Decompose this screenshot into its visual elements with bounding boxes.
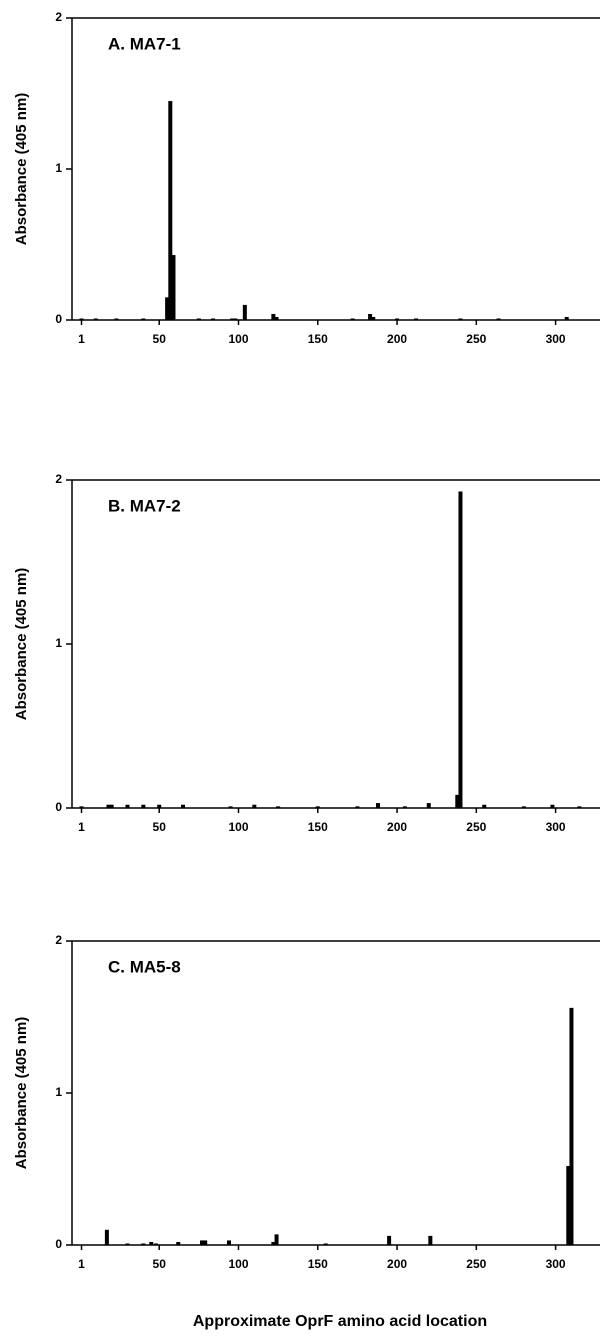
x-tick-label: 250: [466, 1257, 486, 1271]
bar: [323, 1243, 328, 1245]
x-tick-label: 300: [546, 820, 566, 834]
bar: [171, 255, 176, 320]
x-tick-label: 1: [78, 1257, 85, 1271]
y-axis-label: Absorbance (405 nm): [13, 1017, 30, 1170]
x-tick-label: 200: [387, 1257, 407, 1271]
bar: [176, 1241, 181, 1245]
bar: [149, 1241, 154, 1245]
bar: [371, 316, 376, 320]
bar: [564, 316, 569, 320]
bar: [79, 806, 84, 808]
bar: [93, 318, 98, 320]
bar: [228, 806, 233, 808]
x-tick-label: 100: [228, 1257, 248, 1271]
bar: [458, 318, 463, 320]
bar: [180, 804, 185, 808]
bar: [154, 1243, 159, 1245]
x-tick-label: 50: [153, 820, 167, 834]
x-tick-label: 250: [466, 820, 486, 834]
bar: [387, 1235, 392, 1245]
x-tick-label: 300: [546, 1257, 566, 1271]
bar: [482, 804, 487, 808]
bar: [252, 804, 257, 808]
y-tick-label: 2: [55, 472, 62, 486]
bar: [114, 318, 119, 320]
bar: [196, 318, 201, 320]
x-tick-label: 300: [546, 332, 566, 346]
y-tick-label: 1: [55, 636, 62, 650]
bar: [157, 804, 162, 808]
panel-title: B. MA7-2: [108, 496, 181, 515]
x-axis-label: Approximate OprF amino acid location: [193, 1313, 487, 1330]
x-tick-label: 250: [466, 332, 486, 346]
x-tick-label: 1: [78, 332, 85, 346]
bar: [125, 1243, 130, 1245]
y-tick-label: 2: [55, 10, 62, 24]
y-tick-label: 1: [55, 161, 62, 175]
bar: [109, 804, 114, 808]
x-tick-label: 150: [308, 1257, 328, 1271]
bar: [242, 304, 247, 320]
bar: [200, 1240, 205, 1245]
bar: [368, 313, 373, 320]
x-tick-label: 150: [308, 820, 328, 834]
bar: [569, 1007, 574, 1245]
bar: [274, 316, 279, 320]
bar: [355, 806, 360, 808]
bar: [104, 1229, 109, 1245]
bar: [233, 318, 238, 320]
bar: [203, 1240, 208, 1245]
bar: [577, 806, 582, 808]
bar: [226, 1240, 231, 1245]
y-tick-label: 2: [55, 933, 62, 947]
x-tick-label: 100: [228, 820, 248, 834]
bar: [230, 318, 235, 320]
bar: [350, 318, 355, 320]
bar: [455, 794, 460, 808]
bar: [125, 804, 130, 808]
x-tick-label: 200: [387, 820, 407, 834]
bar: [566, 1165, 571, 1245]
x-tick-label: 100: [228, 332, 248, 346]
bar: [428, 1235, 433, 1245]
bar: [271, 313, 276, 320]
bar: [165, 297, 170, 320]
bar: [376, 803, 381, 808]
y-tick-label: 0: [55, 800, 62, 814]
y-axis-label: Absorbance (405 nm): [13, 568, 30, 721]
bar: [414, 318, 419, 320]
bar: [521, 806, 526, 808]
bar: [211, 318, 216, 320]
bar: [276, 806, 281, 808]
y-tick-label: 0: [55, 1237, 62, 1251]
panel-title: A. MA7-1: [108, 34, 181, 53]
bar: [550, 804, 555, 808]
bar: [315, 806, 320, 808]
bar: [141, 1243, 146, 1245]
bar: [496, 318, 501, 320]
bar: [141, 804, 146, 808]
y-axis-label: Absorbance (405 nm): [13, 93, 30, 246]
bar: [271, 1241, 276, 1245]
x-tick-label: 200: [387, 332, 407, 346]
bar: [79, 318, 84, 320]
y-tick-label: 0: [55, 312, 62, 326]
x-tick-label: 50: [153, 1257, 167, 1271]
bar: [395, 318, 400, 320]
bar: [402, 806, 407, 808]
x-tick-label: 150: [308, 332, 328, 346]
bar: [141, 318, 146, 320]
bar: [106, 804, 111, 808]
panel-title: C. MA5-8: [108, 957, 181, 976]
bar: [458, 491, 463, 808]
bar: [426, 803, 431, 808]
y-tick-label: 1: [55, 1085, 62, 1099]
x-tick-label: 1: [78, 820, 85, 834]
bar: [168, 101, 173, 320]
bar: [274, 1234, 279, 1245]
x-tick-label: 50: [153, 332, 167, 346]
